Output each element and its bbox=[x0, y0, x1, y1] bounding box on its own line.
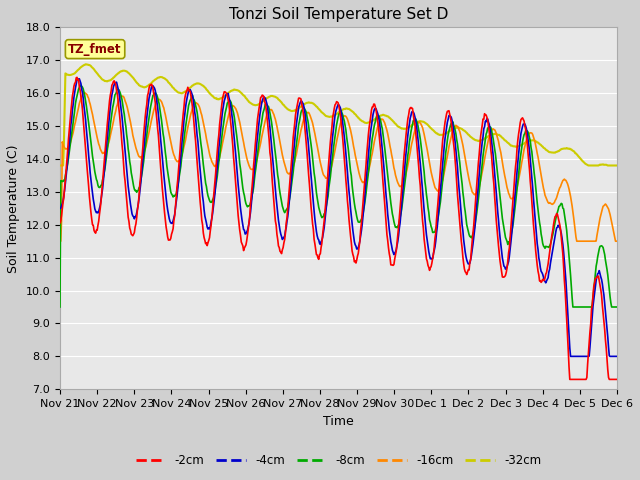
Y-axis label: Soil Temperature (C): Soil Temperature (C) bbox=[7, 144, 20, 273]
Text: TZ_fmet: TZ_fmet bbox=[68, 43, 122, 56]
X-axis label: Time: Time bbox=[323, 415, 354, 428]
Title: Tonzi Soil Temperature Set D: Tonzi Soil Temperature Set D bbox=[229, 7, 448, 22]
Legend: -2cm, -4cm, -8cm, -16cm, -32cm: -2cm, -4cm, -8cm, -16cm, -32cm bbox=[131, 449, 546, 472]
